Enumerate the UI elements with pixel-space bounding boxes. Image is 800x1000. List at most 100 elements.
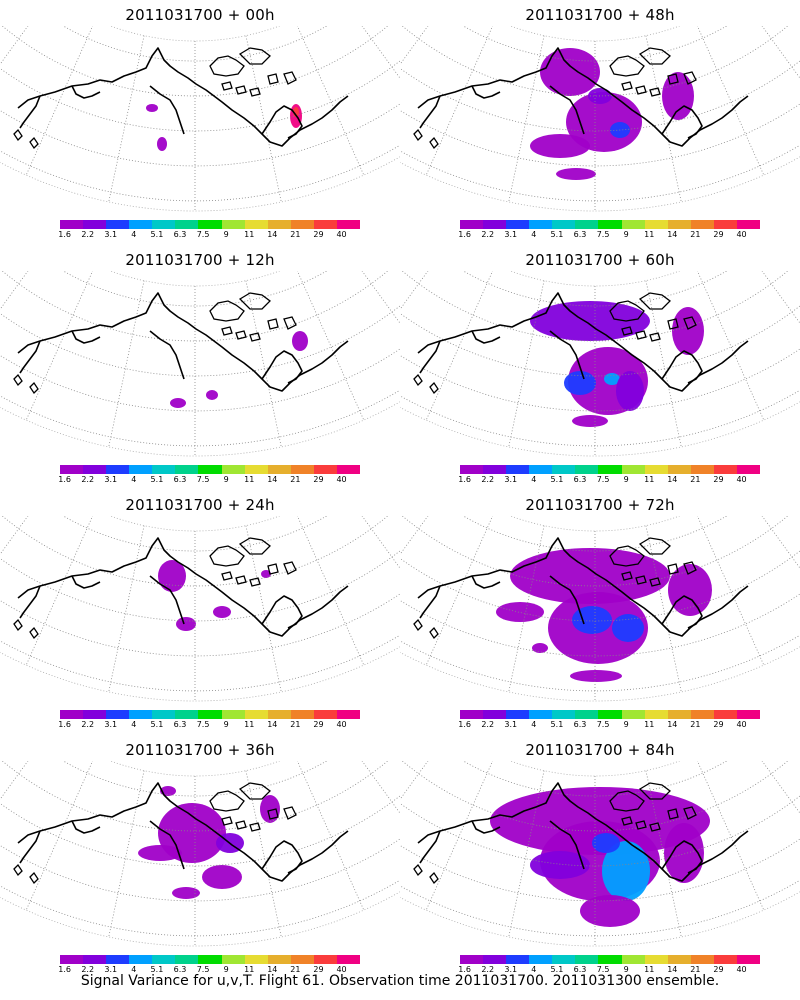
coastline — [149, 820, 185, 870]
colorbar-swatch — [713, 710, 737, 719]
colorbar-swatch — [667, 710, 691, 719]
colorbar-swatch — [552, 710, 576, 719]
polar-map — [400, 761, 800, 947]
map-panel: 2011031700 + 72h 1.6 2.2 3.1 4 5.1 6.3 7.5 9 11 14… — [400, 490, 800, 735]
colorbar-label: 29 — [713, 475, 724, 484]
colorbar-swatch — [529, 955, 553, 964]
panel-title: 2011031700 + 72h — [525, 496, 675, 514]
variance-contour — [668, 564, 712, 616]
variance-contour — [612, 614, 644, 642]
colorbar-swatch — [598, 955, 622, 964]
colorbar-label: 3.1 — [104, 475, 118, 484]
variance-contour — [672, 307, 704, 355]
colorbar-label: 9 — [623, 475, 629, 484]
colorbar-label: 1.6 — [58, 475, 71, 484]
colorbar-swatch — [621, 955, 645, 964]
colorbar-label: 5.1 — [150, 965, 164, 974]
colorbar-swatch — [60, 710, 84, 719]
map-panel: 2011031700 + 48h 1.6 2.2 3.1 4 5.1 6.3 7.5 9 11 14… — [400, 0, 800, 245]
colorbar-label: 6.3 — [573, 230, 587, 239]
colorbar: 1.6 2.2 3.1 4 5.1 6.3 7.5 9 11 14 21 29 40 — [58, 710, 361, 729]
colorbar-swatch — [575, 955, 599, 964]
coastline — [19, 585, 41, 619]
colorbar-swatch — [313, 710, 337, 719]
colorbar-swatch — [575, 710, 599, 719]
coastline — [471, 575, 501, 589]
colorbar-swatch — [552, 465, 576, 474]
colorbar-swatch — [129, 220, 153, 229]
coastline — [661, 840, 703, 874]
polar-map — [0, 271, 400, 457]
colorbar-swatch — [690, 220, 714, 229]
colorbar-label: 9 — [623, 720, 629, 729]
colorbar-label: 29 — [313, 965, 324, 974]
colorbar-label: 7.5 — [196, 720, 210, 729]
colorbar-swatch — [221, 465, 245, 474]
colorbar-label: 3.1 — [504, 965, 518, 974]
colorbar-swatch — [175, 220, 199, 229]
variance-contour — [146, 104, 158, 112]
colorbar-label: 4 — [531, 475, 537, 484]
colorbar-label: 21 — [290, 720, 301, 729]
colorbar-swatch — [267, 955, 291, 964]
colorbar-swatch — [690, 710, 714, 719]
panel-title: 2011031700 + 60h — [525, 251, 675, 269]
colorbar-label: 2.2 — [81, 720, 95, 729]
colorbar-label: 40 — [336, 965, 347, 974]
variance-contour — [530, 134, 590, 158]
coastline — [149, 575, 185, 625]
coastline — [471, 85, 501, 99]
panel-title: 2011031700 + 36h — [125, 741, 275, 759]
variance-contour — [570, 670, 622, 682]
colorbar-label: 4 — [131, 475, 137, 484]
colorbar-label: 40 — [336, 720, 347, 729]
colorbar-swatch — [221, 710, 245, 719]
coastline — [19, 95, 41, 129]
colorbar-label: 29 — [713, 230, 724, 239]
colorbar-label: 14 — [267, 230, 278, 239]
variance-contour — [580, 895, 640, 927]
colorbar: 1.6 2.2 3.1 4 5.1 6.3 7.5 9 11 14 21 29 40 — [458, 220, 761, 239]
colorbar-swatch — [336, 220, 361, 229]
panel-title: 2011031700 + 84h — [525, 741, 675, 759]
colorbar-label: 3.1 — [504, 475, 518, 484]
colorbar-swatch — [529, 220, 553, 229]
colorbar-swatch — [736, 465, 761, 474]
variance-contour — [662, 72, 694, 120]
colorbar-label: 21 — [690, 230, 701, 239]
colorbar-label: 2.2 — [481, 475, 495, 484]
colorbar-label: 11 — [244, 720, 255, 729]
coastline — [261, 595, 303, 629]
colorbar-swatch — [244, 465, 268, 474]
variance-contour — [540, 48, 600, 96]
colorbar-swatch — [575, 465, 599, 474]
colorbar-label: 3.1 — [104, 720, 118, 729]
coastline — [71, 330, 101, 344]
polar-map — [0, 516, 400, 702]
colorbar-swatch — [552, 220, 576, 229]
colorbar-swatch — [336, 465, 361, 474]
colorbar-label: 9 — [223, 475, 229, 484]
colorbar-label: 14 — [267, 475, 278, 484]
colorbar-label: 5.1 — [550, 475, 564, 484]
colorbar-swatch — [267, 465, 291, 474]
colorbar-swatch — [198, 220, 222, 229]
colorbar-swatch — [152, 710, 176, 719]
colorbar-label: 9 — [623, 230, 629, 239]
panel-title: 2011031700 + 24h — [125, 496, 275, 514]
colorbar-label: 6.3 — [573, 720, 587, 729]
colorbar-swatch — [506, 710, 530, 719]
colorbar-label: 6.3 — [173, 965, 187, 974]
colorbar: 1.6 2.2 3.1 4 5.1 6.3 7.5 9 11 14 21 29 40 — [458, 710, 761, 729]
colorbar-swatch — [644, 710, 668, 719]
panel-title: 2011031700 + 00h — [125, 6, 275, 24]
colorbar-swatch — [60, 465, 84, 474]
colorbar-label: 21 — [290, 965, 301, 974]
colorbar-swatch — [313, 220, 337, 229]
coastline — [419, 95, 441, 129]
colorbar-label: 2.2 — [481, 720, 495, 729]
coastline — [261, 840, 303, 874]
colorbar-label: 7.5 — [196, 475, 210, 484]
colorbar-label: 4 — [531, 720, 537, 729]
colorbar-label: 3.1 — [104, 965, 118, 974]
